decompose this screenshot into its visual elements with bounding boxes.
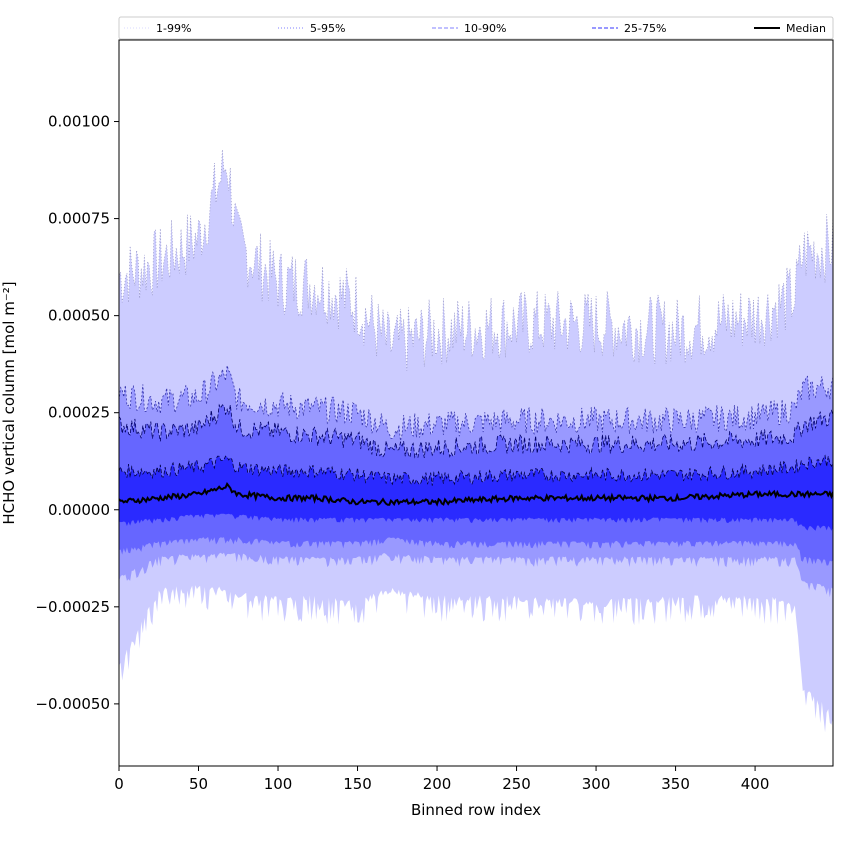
legend-label: 10-90% [464, 22, 506, 35]
x-tick-label: 150 [343, 775, 372, 793]
y-tick-label: 0.00100 [48, 113, 110, 131]
y-axis: −0.00050 −0.00025 0.00000 0.00025 0.00050 0.0… [35, 113, 119, 713]
y-tick-label: −0.00050 [35, 695, 110, 713]
band-25-75% [119, 455, 833, 531]
x-tick-label: 350 [661, 775, 690, 793]
x-tick-label: 400 [741, 775, 770, 793]
band-upper-line-10-90% [119, 403, 833, 459]
x-tick-label: 250 [502, 775, 531, 793]
y-tick-label: −0.00025 [35, 598, 110, 616]
legend-box [118, 16, 834, 40]
plot-frame [118, 39, 834, 767]
legend: 1-99% 5-95% 10-90% 25-75% Median [118, 16, 834, 40]
legend-label: 25-75% [624, 22, 666, 35]
y-axis-title: HCHO vertical column [mol m⁻²] [0, 281, 18, 524]
percentile-bands [119, 149, 833, 733]
y-tick-label: 0.00050 [48, 307, 110, 325]
median-line [119, 482, 833, 507]
x-axis-title: Binned row index [411, 801, 541, 819]
percentile-lines [119, 149, 833, 507]
x-tick-label: 100 [264, 775, 293, 793]
x-axis: 0 50 100 150 200 250 300 350 400 [114, 766, 769, 793]
legend-label: 5-95% [310, 22, 345, 35]
y-tick-label: 0.00075 [48, 210, 110, 228]
x-tick-label: 200 [423, 775, 452, 793]
band-upper-line-25-75% [119, 454, 833, 486]
legend-label: Median [786, 22, 826, 35]
x-tick-label: 50 [189, 775, 208, 793]
y-tick-label: 0.00000 [48, 501, 110, 519]
y-tick-label: 0.00025 [48, 404, 110, 422]
x-tick-label: 300 [582, 775, 611, 793]
band-upper-line-1-99% [119, 149, 833, 371]
legend-label: 1-99% [156, 22, 191, 35]
x-tick-label: 0 [114, 775, 124, 793]
